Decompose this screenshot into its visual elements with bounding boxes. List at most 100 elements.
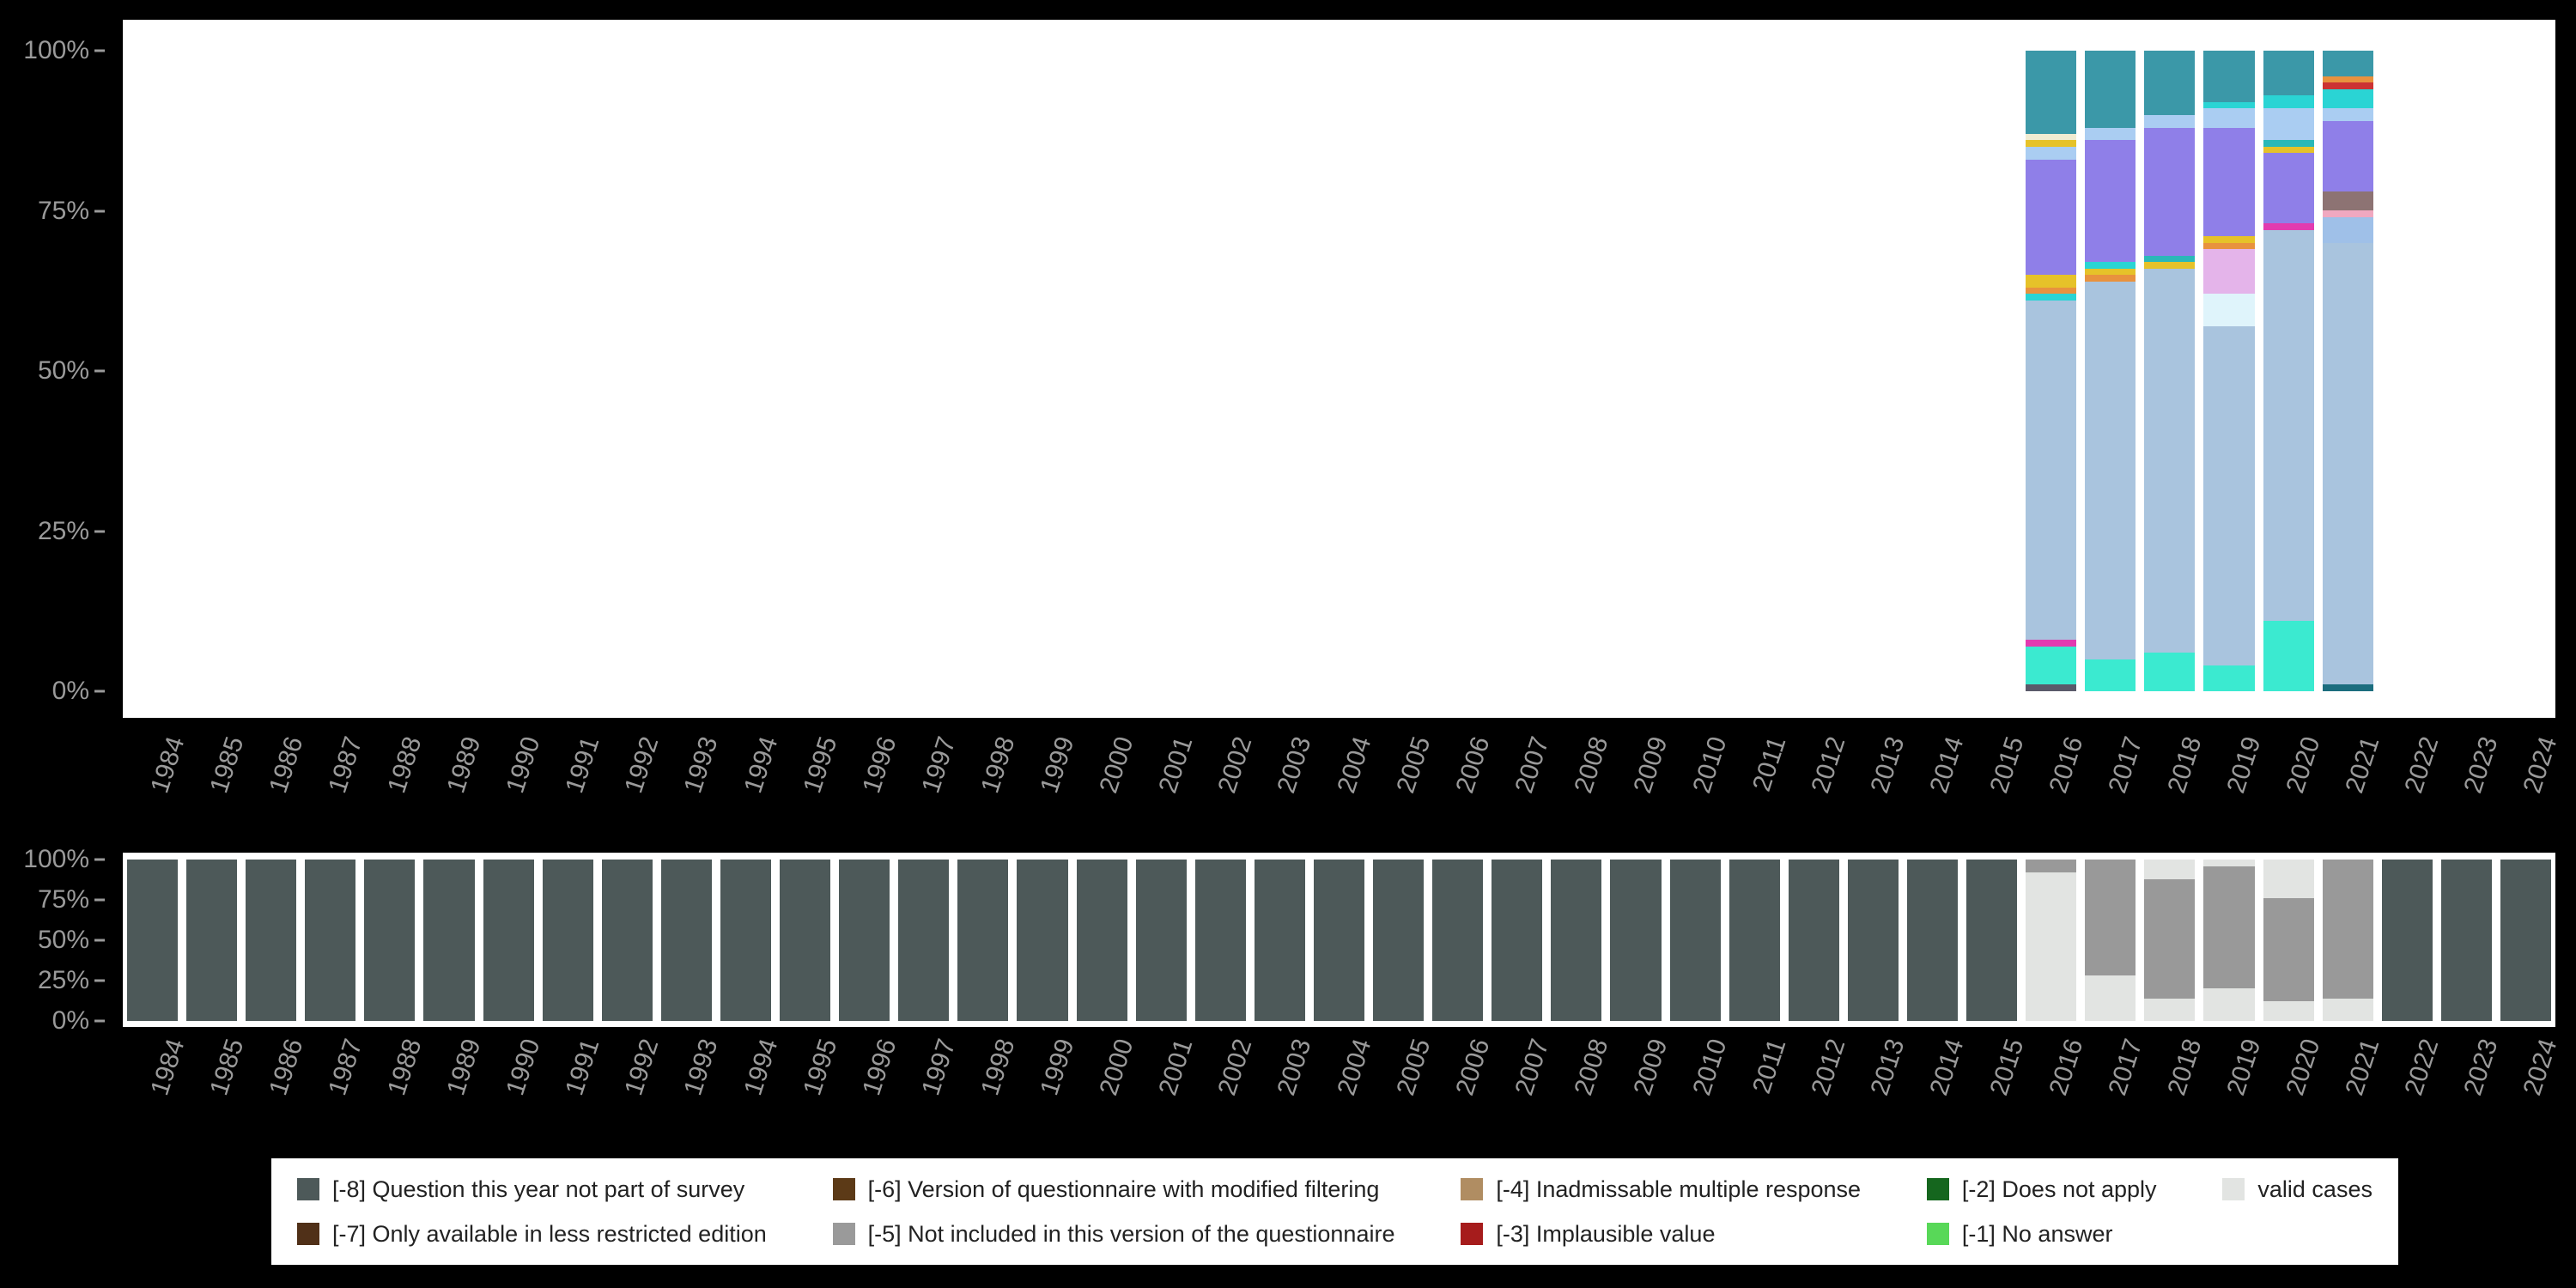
x-axis-label: 2004	[1331, 733, 1376, 797]
bar-2001[interactable]	[1135, 860, 1187, 1021]
bar-2019[interactable]	[2203, 860, 2255, 1021]
bar-2019[interactable]	[2203, 51, 2255, 691]
bar-2013[interactable]	[1847, 860, 1899, 1021]
bar-1992[interactable]	[601, 860, 653, 1021]
y-axis-tick	[94, 858, 105, 861]
legend-item: [-6] Version of questionnaire with modif…	[832, 1176, 1395, 1203]
x-axis-label: 2000	[1094, 733, 1139, 797]
bar-1986[interactable]	[246, 860, 297, 1021]
legend-label: [-4] Inadmissable multiple response	[1496, 1176, 1862, 1202]
bar-segment	[2144, 998, 2196, 1021]
x-axis-label: 1985	[204, 1036, 250, 1099]
x-axis-label: 1996	[857, 733, 902, 797]
bar-2022[interactable]	[2381, 860, 2433, 1021]
legend: [-8] Question this year not part of surv…	[271, 1158, 2398, 1265]
bar-segment	[186, 860, 238, 1021]
bar-1999[interactable]	[1017, 860, 1068, 1021]
bar-segment	[2203, 127, 2255, 237]
top-chart-bars	[123, 51, 2555, 691]
bar-2021[interactable]	[2322, 860, 2373, 1021]
legend-label: [-1] No answer	[1961, 1220, 2113, 1247]
bar-segment	[2322, 860, 2373, 999]
bar-2017[interactable]	[2085, 860, 2136, 1021]
bar-2017[interactable]	[2085, 51, 2136, 691]
bar-segment	[2381, 860, 2433, 1021]
bar-segment	[2026, 684, 2077, 691]
bar-2008[interactable]	[1551, 860, 1602, 1021]
bar-segment	[1906, 860, 1959, 1021]
bar-2016[interactable]	[2026, 860, 2077, 1021]
x-axis-label: 1984	[144, 1036, 190, 1099]
bar-1998[interactable]	[957, 860, 1009, 1021]
bar-2004[interactable]	[1313, 860, 1365, 1021]
bar-segment	[1610, 860, 1662, 1021]
bar-1984[interactable]	[127, 860, 179, 1021]
x-axis-label: 1992	[619, 1036, 665, 1099]
bar-2005[interactable]	[1373, 860, 1425, 1021]
bar-2000[interactable]	[1076, 860, 1127, 1021]
x-axis-label: 2009	[1628, 1036, 1674, 1099]
bar-2024[interactable]	[2500, 860, 2551, 1021]
bar-1991[interactable]	[542, 860, 593, 1021]
bar-1993[interactable]	[660, 860, 712, 1021]
bar-2023[interactable]	[2440, 860, 2492, 1021]
bar-segment	[2026, 640, 2077, 647]
bar-1987[interactable]	[305, 860, 356, 1021]
x-axis-label: 2022	[2399, 733, 2445, 797]
bar-2002[interactable]	[1194, 860, 1246, 1021]
top-chart-y-axis: 100% 75% 50% 25% 0%	[0, 36, 113, 705]
x-axis-label: 1990	[501, 733, 546, 797]
bar-segment	[1017, 860, 1068, 1021]
legend-label: [-8] Question this year not part of surv…	[332, 1176, 745, 1202]
legend-item: [-7] Only available in less restricted e…	[297, 1221, 767, 1248]
bar-1994[interactable]	[720, 860, 772, 1021]
legend-swatch-icon	[1926, 1178, 1949, 1200]
x-axis-label: 2005	[1390, 733, 1436, 797]
x-axis-label: 2014	[1924, 1036, 1970, 1099]
bar-2009[interactable]	[1610, 860, 1662, 1021]
bar-2020[interactable]	[2263, 860, 2314, 1021]
bar-2020[interactable]	[2263, 51, 2314, 691]
bar-1985[interactable]	[186, 860, 238, 1021]
bar-2018[interactable]	[2144, 51, 2196, 691]
bar-2014[interactable]	[1906, 860, 1959, 1021]
bar-segment	[305, 860, 356, 1021]
x-axis-label: 2016	[2044, 733, 2089, 797]
bar-segment	[2144, 653, 2196, 691]
x-axis-label: 1993	[678, 1036, 724, 1099]
bar-segment	[2263, 229, 2314, 621]
bar-segment	[2085, 140, 2136, 263]
x-axis-label: 2008	[1569, 1036, 1614, 1099]
y-axis-label: 25%	[37, 966, 89, 994]
legend-item: [-5] Not included in this version of the…	[832, 1221, 1394, 1248]
bar-1989[interactable]	[423, 860, 475, 1021]
x-axis-label: 2003	[1272, 733, 1317, 797]
bar-segment	[2263, 1001, 2314, 1021]
bar-2012[interactable]	[1788, 860, 1839, 1021]
y-axis-tick	[94, 979, 105, 982]
bar-2018[interactable]	[2144, 860, 2196, 1021]
bar-1996[interactable]	[839, 860, 890, 1021]
bar-2003[interactable]	[1254, 860, 1305, 1021]
bar-1995[interactable]	[780, 860, 831, 1021]
bar-1997[interactable]	[898, 860, 950, 1021]
x-axis-label: 1998	[975, 1036, 1021, 1099]
bar-2021[interactable]	[2322, 51, 2373, 691]
legend-swatch-icon	[297, 1223, 319, 1245]
bar-2010[interactable]	[1669, 860, 1721, 1021]
bar-segment	[2263, 860, 2314, 899]
bar-2015[interactable]	[1966, 860, 2018, 1021]
bar-1988[interactable]	[364, 860, 416, 1021]
bar-2011[interactable]	[1728, 860, 1780, 1021]
x-axis-label: 1987	[323, 733, 368, 797]
bar-1990[interactable]	[483, 860, 534, 1021]
bar-2006[interactable]	[1432, 860, 1484, 1021]
x-axis-label: 1988	[382, 1036, 428, 1099]
bar-segment	[2026, 294, 2077, 301]
bar-2007[interactable]	[1492, 860, 1543, 1021]
x-axis-label: 1990	[501, 1036, 546, 1099]
legend-item: [-3] Implausible value	[1461, 1221, 1861, 1248]
bar-segment	[2203, 294, 2255, 326]
bar-2016[interactable]	[2026, 51, 2077, 691]
bar-segment	[423, 860, 475, 1021]
